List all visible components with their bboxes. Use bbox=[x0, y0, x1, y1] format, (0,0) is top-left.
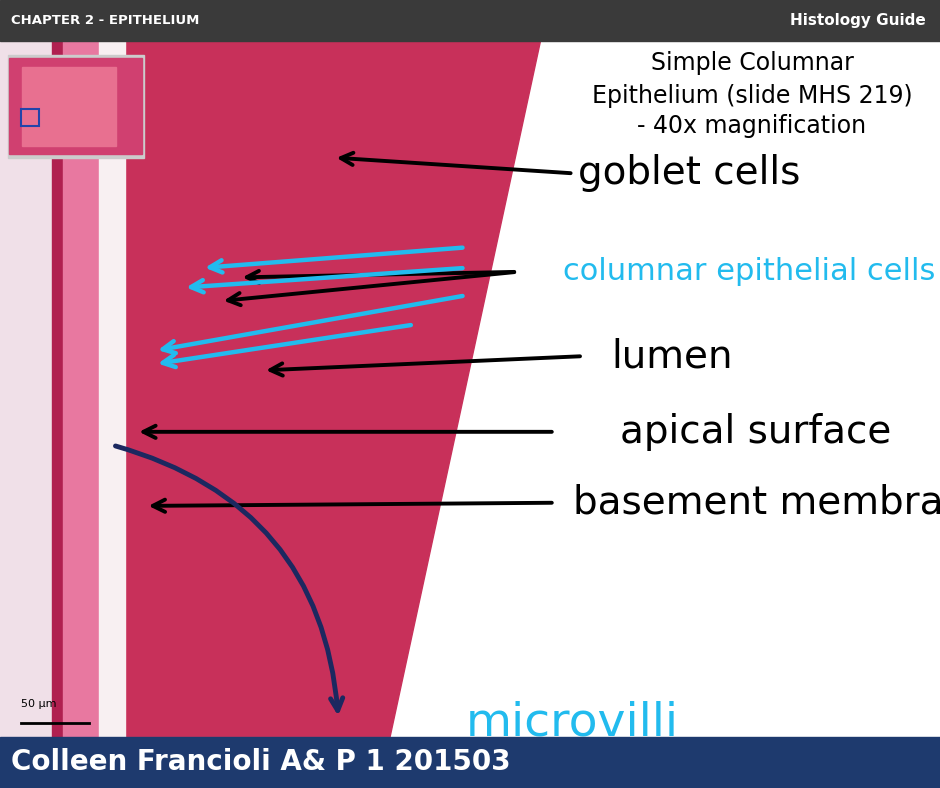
Bar bbox=[99, 41, 125, 737]
Text: 50 μm: 50 μm bbox=[21, 699, 56, 709]
Text: apical surface: apical surface bbox=[620, 413, 892, 451]
Bar bbox=[0, 0, 940, 41]
Text: CHAPTER 2 - EPITHELIUM: CHAPTER 2 - EPITHELIUM bbox=[11, 14, 199, 27]
Text: - 40x magnification: - 40x magnification bbox=[637, 114, 867, 138]
Text: Histology Guide: Histology Guide bbox=[791, 13, 926, 28]
Bar bbox=[0, 41, 52, 737]
Bar bbox=[21, 109, 39, 126]
Bar bbox=[0, 737, 940, 788]
Bar bbox=[63, 41, 99, 737]
Text: goblet cells: goblet cells bbox=[578, 154, 801, 192]
Text: basement membrane: basement membrane bbox=[573, 484, 940, 522]
Text: lumen: lumen bbox=[611, 337, 732, 375]
Text: columnar epithelial cells: columnar epithelial cells bbox=[563, 258, 935, 286]
FancyArrowPatch shape bbox=[116, 446, 343, 711]
Bar bbox=[22, 67, 116, 146]
Text: Colleen Francioli A& P 1 201503: Colleen Francioli A& P 1 201503 bbox=[11, 749, 511, 776]
Text: Epithelium (slide MHS 219): Epithelium (slide MHS 219) bbox=[591, 84, 913, 108]
Text: microvilli: microvilli bbox=[465, 701, 679, 746]
Text: Simple Columnar: Simple Columnar bbox=[650, 51, 854, 75]
Bar bbox=[52, 41, 63, 737]
Polygon shape bbox=[0, 41, 540, 737]
Bar bbox=[9, 58, 142, 154]
Bar bbox=[8, 55, 144, 158]
